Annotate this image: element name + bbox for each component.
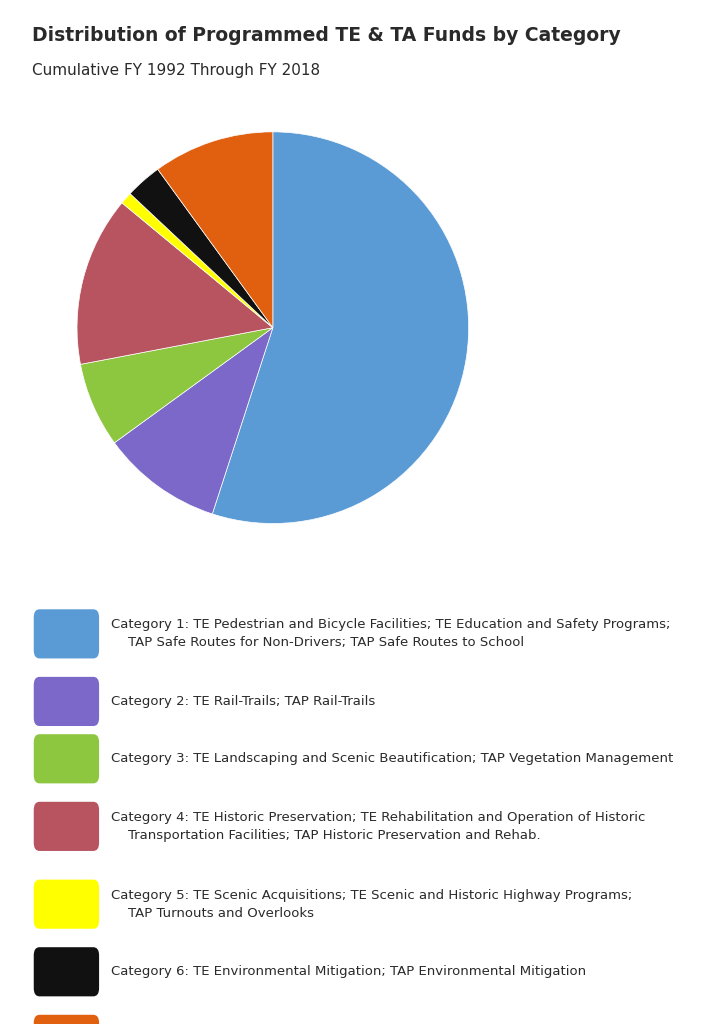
Text: Category 4: TE Historic Preservation; TE Rehabilitation and Operation of Histori: Category 4: TE Historic Preservation; TE… (111, 811, 645, 842)
Wedge shape (158, 132, 273, 328)
Wedge shape (80, 328, 273, 442)
Wedge shape (114, 328, 273, 514)
Wedge shape (122, 194, 273, 328)
Wedge shape (77, 203, 273, 365)
Text: Category 1: TE Pedestrian and Bicycle Facilities; TE Education and Safety Progra: Category 1: TE Pedestrian and Bicycle Fa… (111, 618, 671, 649)
Wedge shape (130, 169, 273, 328)
Text: Category 3: TE Landscaping and Scenic Beautification; TAP Vegetation Management: Category 3: TE Landscaping and Scenic Be… (111, 753, 673, 765)
Text: Category 6: TE Environmental Mitigation; TAP Environmental Mitigation: Category 6: TE Environmental Mitigation;… (111, 966, 587, 978)
Text: Category 5: TE Scenic Acquisitions; TE Scenic and Historic Highway Programs;
   : Category 5: TE Scenic Acquisitions; TE S… (111, 889, 633, 920)
Wedge shape (213, 132, 469, 523)
Text: Category 2: TE Rail-Trails; TAP Rail-Trails: Category 2: TE Rail-Trails; TAP Rail-Tra… (111, 695, 376, 708)
Text: Distribution of Programmed TE & TA Funds by Category: Distribution of Programmed TE & TA Funds… (32, 26, 621, 45)
Text: Cumulative FY 1992 Through FY 2018: Cumulative FY 1992 Through FY 2018 (32, 63, 320, 79)
